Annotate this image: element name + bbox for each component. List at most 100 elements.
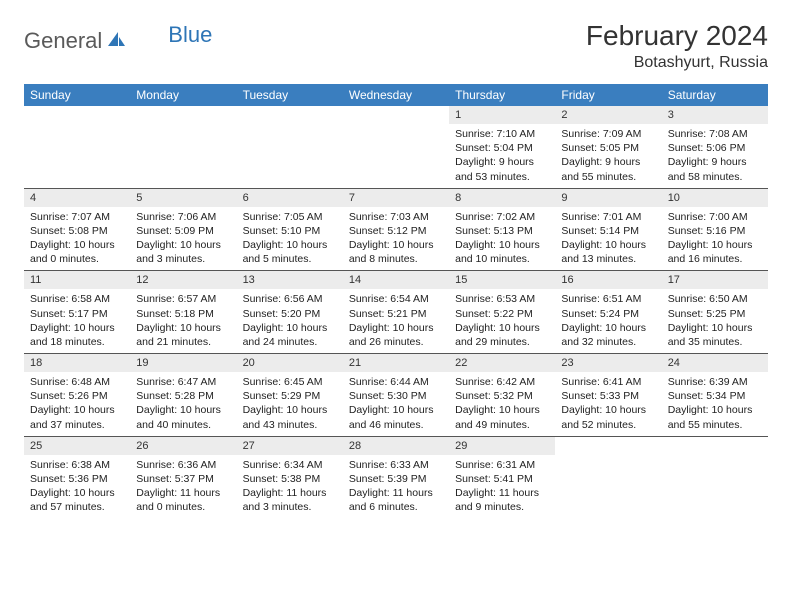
- day-details: Sunrise: 6:54 AMSunset: 5:21 PMDaylight:…: [343, 289, 449, 353]
- daylight-text: Daylight: 9 hours and 55 minutes.: [561, 155, 655, 183]
- calendar-day-cell: 24Sunrise: 6:39 AMSunset: 5:34 PMDayligh…: [662, 354, 768, 437]
- day-details: Sunrise: 6:58 AMSunset: 5:17 PMDaylight:…: [24, 289, 130, 353]
- sunset-text: Sunset: 5:10 PM: [243, 224, 337, 238]
- sunset-text: Sunset: 5:33 PM: [561, 389, 655, 403]
- calendar-day-cell: .: [24, 106, 130, 188]
- calendar-day-cell: .: [237, 106, 343, 188]
- day-details: Sunrise: 6:44 AMSunset: 5:30 PMDaylight:…: [343, 372, 449, 436]
- day-number: 15: [449, 271, 555, 289]
- day-details: Sunrise: 7:08 AMSunset: 5:06 PMDaylight:…: [662, 124, 768, 188]
- calendar-week-row: 4Sunrise: 7:07 AMSunset: 5:08 PMDaylight…: [24, 188, 768, 271]
- sunset-text: Sunset: 5:29 PM: [243, 389, 337, 403]
- sunrise-text: Sunrise: 6:56 AM: [243, 292, 337, 306]
- day-details: Sunrise: 7:06 AMSunset: 5:09 PMDaylight:…: [130, 207, 236, 271]
- daylight-text: Daylight: 10 hours and 13 minutes.: [561, 238, 655, 266]
- sunset-text: Sunset: 5:38 PM: [243, 472, 337, 486]
- sunset-text: Sunset: 5:08 PM: [30, 224, 124, 238]
- sunrise-text: Sunrise: 7:00 AM: [668, 210, 762, 224]
- sunset-text: Sunset: 5:20 PM: [243, 307, 337, 321]
- day-details: Sunrise: 6:57 AMSunset: 5:18 PMDaylight:…: [130, 289, 236, 353]
- day-number: 2: [555, 106, 661, 124]
- day-details: Sunrise: 7:03 AMSunset: 5:12 PMDaylight:…: [343, 207, 449, 271]
- sunset-text: Sunset: 5:06 PM: [668, 141, 762, 155]
- sunrise-text: Sunrise: 7:09 AM: [561, 127, 655, 141]
- day-details: Sunrise: 6:53 AMSunset: 5:22 PMDaylight:…: [449, 289, 555, 353]
- sunrise-text: Sunrise: 6:39 AM: [668, 375, 762, 389]
- day-number: 13: [237, 271, 343, 289]
- calendar-day-cell: 25Sunrise: 6:38 AMSunset: 5:36 PMDayligh…: [24, 436, 130, 518]
- daylight-text: Daylight: 10 hours and 5 minutes.: [243, 238, 337, 266]
- day-number: 29: [449, 437, 555, 455]
- day-number: 18: [24, 354, 130, 372]
- sunrise-text: Sunrise: 7:03 AM: [349, 210, 443, 224]
- sunrise-text: Sunrise: 6:51 AM: [561, 292, 655, 306]
- day-number: 12: [130, 271, 236, 289]
- day-details: Sunrise: 7:05 AMSunset: 5:10 PMDaylight:…: [237, 207, 343, 271]
- sunset-text: Sunset: 5:41 PM: [455, 472, 549, 486]
- calendar-day-cell: 4Sunrise: 7:07 AMSunset: 5:08 PMDaylight…: [24, 188, 130, 271]
- day-details: Sunrise: 6:56 AMSunset: 5:20 PMDaylight:…: [237, 289, 343, 353]
- sunset-text: Sunset: 5:04 PM: [455, 141, 549, 155]
- calendar-day-cell: 9Sunrise: 7:01 AMSunset: 5:14 PMDaylight…: [555, 188, 661, 271]
- day-number: 16: [555, 271, 661, 289]
- day-details: Sunrise: 7:00 AMSunset: 5:16 PMDaylight:…: [662, 207, 768, 271]
- sunrise-text: Sunrise: 6:44 AM: [349, 375, 443, 389]
- month-title: February 2024: [586, 20, 768, 52]
- weekday-header: Tuesday: [237, 84, 343, 106]
- weekday-header: Wednesday: [343, 84, 449, 106]
- sunrise-text: Sunrise: 6:42 AM: [455, 375, 549, 389]
- title-block: February 2024 Botashyurt, Russia: [586, 20, 768, 72]
- sunset-text: Sunset: 5:32 PM: [455, 389, 549, 403]
- sunset-text: Sunset: 5:34 PM: [668, 389, 762, 403]
- day-number: 27: [237, 437, 343, 455]
- day-details: Sunrise: 6:48 AMSunset: 5:26 PMDaylight:…: [24, 372, 130, 436]
- day-number: 24: [662, 354, 768, 372]
- sunrise-text: Sunrise: 6:48 AM: [30, 375, 124, 389]
- sunrise-text: Sunrise: 6:38 AM: [30, 458, 124, 472]
- sunrise-text: Sunrise: 6:31 AM: [455, 458, 549, 472]
- day-details: Sunrise: 7:09 AMSunset: 5:05 PMDaylight:…: [555, 124, 661, 188]
- day-number: 21: [343, 354, 449, 372]
- day-number: 11: [24, 271, 130, 289]
- day-number: 8: [449, 189, 555, 207]
- sunrise-text: Sunrise: 6:47 AM: [136, 375, 230, 389]
- sunset-text: Sunset: 5:09 PM: [136, 224, 230, 238]
- daylight-text: Daylight: 10 hours and 3 minutes.: [136, 238, 230, 266]
- day-details: Sunrise: 6:50 AMSunset: 5:25 PMDaylight:…: [662, 289, 768, 353]
- day-details: Sunrise: 6:45 AMSunset: 5:29 PMDaylight:…: [237, 372, 343, 436]
- sunset-text: Sunset: 5:25 PM: [668, 307, 762, 321]
- day-number: 25: [24, 437, 130, 455]
- location-label: Botashyurt, Russia: [586, 54, 768, 72]
- weekday-header: Thursday: [449, 84, 555, 106]
- day-details: Sunrise: 6:36 AMSunset: 5:37 PMDaylight:…: [130, 455, 236, 519]
- day-details: Sunrise: 6:31 AMSunset: 5:41 PMDaylight:…: [449, 455, 555, 519]
- sunset-text: Sunset: 5:05 PM: [561, 141, 655, 155]
- daylight-text: Daylight: 10 hours and 52 minutes.: [561, 403, 655, 431]
- calendar-day-cell: 26Sunrise: 6:36 AMSunset: 5:37 PMDayligh…: [130, 436, 236, 518]
- sunset-text: Sunset: 5:14 PM: [561, 224, 655, 238]
- daylight-text: Daylight: 10 hours and 40 minutes.: [136, 403, 230, 431]
- weekday-header: Friday: [555, 84, 661, 106]
- calendar-day-cell: 2Sunrise: 7:09 AMSunset: 5:05 PMDaylight…: [555, 106, 661, 188]
- calendar-day-cell: 29Sunrise: 6:31 AMSunset: 5:41 PMDayligh…: [449, 436, 555, 518]
- calendar-day-cell: .: [343, 106, 449, 188]
- sunset-text: Sunset: 5:18 PM: [136, 307, 230, 321]
- calendar-week-row: ....1Sunrise: 7:10 AMSunset: 5:04 PMDayl…: [24, 106, 768, 188]
- calendar-day-cell: 17Sunrise: 6:50 AMSunset: 5:25 PMDayligh…: [662, 271, 768, 354]
- daylight-text: Daylight: 10 hours and 32 minutes.: [561, 321, 655, 349]
- day-number: 17: [662, 271, 768, 289]
- day-number: 20: [237, 354, 343, 372]
- daylight-text: Daylight: 11 hours and 9 minutes.: [455, 486, 549, 514]
- brand-sail-icon: [106, 30, 126, 53]
- calendar-day-cell: 18Sunrise: 6:48 AMSunset: 5:26 PMDayligh…: [24, 354, 130, 437]
- sunrise-text: Sunrise: 6:33 AM: [349, 458, 443, 472]
- calendar-day-cell: .: [130, 106, 236, 188]
- page-header: General Blue February 2024 Botashyurt, R…: [24, 20, 768, 72]
- sunset-text: Sunset: 5:12 PM: [349, 224, 443, 238]
- day-number: 3: [662, 106, 768, 124]
- sunset-text: Sunset: 5:13 PM: [455, 224, 549, 238]
- day-details: Sunrise: 6:34 AMSunset: 5:38 PMDaylight:…: [237, 455, 343, 519]
- sunrise-text: Sunrise: 7:02 AM: [455, 210, 549, 224]
- daylight-text: Daylight: 10 hours and 57 minutes.: [30, 486, 124, 514]
- day-number: 28: [343, 437, 449, 455]
